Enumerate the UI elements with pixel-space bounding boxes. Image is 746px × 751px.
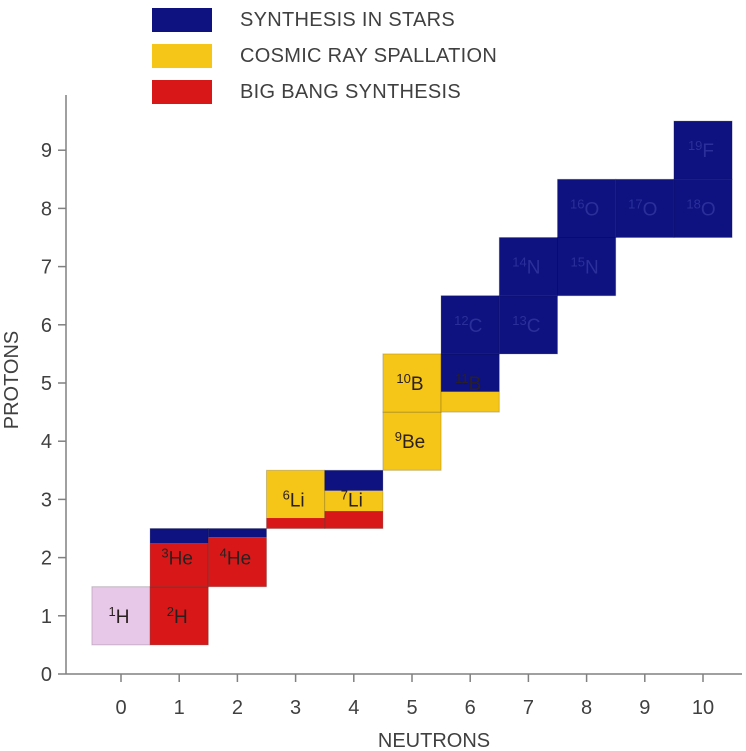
nuclide-cell-17o: 17O xyxy=(615,178,675,239)
cell-label: 17O xyxy=(628,196,657,220)
cell-label: 3He xyxy=(161,546,193,570)
legend-swatch-spallation xyxy=(152,44,212,68)
cell-label: 1H xyxy=(109,604,130,628)
y-tick-label: 9 xyxy=(41,140,52,162)
nuclide-cell-16o: 16O xyxy=(557,178,617,239)
y-tick-label: 4 xyxy=(41,431,52,453)
legend-label-spallation: COSMIC RAY SPALLATION xyxy=(240,45,498,67)
cell-label: 15N xyxy=(570,255,598,279)
cell-label: 18O xyxy=(686,196,715,220)
nuclide-cell-6li: 6Li xyxy=(266,469,326,529)
cell-band-spallation xyxy=(382,353,442,413)
cells-layer: 1H 2H 3He 4He 6Li 7Li 9Be 10B 11B 12C 13C 14N 15N 16O… xyxy=(91,120,733,646)
cell-label: 13C xyxy=(512,313,540,337)
nuclide-cell-7li: 7Li xyxy=(324,469,384,529)
legend-swatch-stars xyxy=(152,8,212,32)
cell-label: 12C xyxy=(454,313,482,337)
cell-band-bigbang xyxy=(208,537,267,587)
cell-band-stars xyxy=(499,237,558,296)
cell-label: 2H xyxy=(167,604,188,628)
cell-band-bigbang xyxy=(150,586,209,645)
legend-label-stars: SYNTHESIS IN STARS xyxy=(240,9,456,31)
cell-band-stars xyxy=(208,528,267,538)
nuclide-cell-1h: 1H xyxy=(91,586,151,646)
cell-label: 7Li xyxy=(341,487,363,511)
y-tick-label: 1 xyxy=(41,606,52,628)
x-tick-label: 0 xyxy=(115,697,126,719)
cell-border xyxy=(673,120,733,180)
cell-label: 10B xyxy=(396,371,423,395)
legend-item-bigbang: BIG BANG SYNTHESIS xyxy=(152,80,572,106)
nuclide-cell-18o: 18O xyxy=(673,178,733,239)
cell-label: 14N xyxy=(512,255,540,279)
nuclide-cell-10b: 10B xyxy=(382,353,442,413)
cell-band-spallation xyxy=(266,470,325,519)
cell-band-bigbang xyxy=(150,543,209,587)
x-tick-label: 1 xyxy=(174,697,185,719)
cell-band-stars xyxy=(441,353,500,392)
x-tick-label: 7 xyxy=(523,697,534,719)
cell-border xyxy=(207,528,268,588)
y-axis-label: PROTONS xyxy=(1,331,23,430)
nuclide-cell-4he: 4He xyxy=(207,528,268,588)
nuclide-cell-14n: 14N xyxy=(498,237,558,297)
legend-label-bigbang: BIG BANG SYNTHESIS xyxy=(240,81,462,103)
nuclide-cell-9be: 9Be xyxy=(382,411,442,471)
cell-label: 9Be xyxy=(395,429,425,453)
nuclide-cell-2h: 2H xyxy=(149,586,209,646)
cell-band-bigbang xyxy=(324,511,383,529)
legend-item-spallation: COSMIC RAY SPALLATION xyxy=(152,44,572,70)
nuclide-cell-12c: 12C xyxy=(440,295,500,355)
cell-label: 11B xyxy=(455,371,481,395)
cell-band-stars xyxy=(673,179,733,238)
cell-band-spallation xyxy=(441,391,500,413)
cell-band-bigbang xyxy=(266,518,325,529)
cell-label: 6Li xyxy=(283,487,305,511)
cell-band-stars xyxy=(557,179,616,238)
x-tick-label: 4 xyxy=(348,697,359,719)
y-tick-label: 5 xyxy=(41,373,52,395)
cell-band-spallation xyxy=(382,412,442,471)
x-tick-label: 6 xyxy=(465,697,476,719)
x-tick-label: 3 xyxy=(290,697,301,719)
cell-band-stars xyxy=(324,470,383,491)
cell-band-stars xyxy=(499,295,558,354)
x-tick-label: 5 xyxy=(406,697,417,719)
cell-band-stars xyxy=(441,295,500,354)
nuclide-cell-3he: 3He xyxy=(149,528,209,588)
y-tick-label: 3 xyxy=(41,489,52,511)
nuclide-cell-13c: 13C xyxy=(498,295,558,355)
nuclide-cell-19f: 19F xyxy=(673,120,733,180)
cell-band-stars xyxy=(150,528,209,544)
x-tick-label: 8 xyxy=(581,697,592,719)
cell-band-stars xyxy=(557,237,616,296)
cell-label: 16O xyxy=(570,196,599,220)
cell-label: 4He xyxy=(220,546,252,570)
cell-border xyxy=(324,469,384,529)
cell-band-stars xyxy=(615,179,674,238)
cell-band-hydrogen xyxy=(91,586,151,645)
y-tick-label: 8 xyxy=(41,198,52,220)
nuclide-cell-15n: 15N xyxy=(557,237,617,297)
x-tick-label: 9 xyxy=(639,697,650,719)
y-tick-label: 7 xyxy=(41,257,52,279)
y-tick-label: 6 xyxy=(41,315,52,337)
cell-band-stars xyxy=(673,121,733,180)
y-tick-label: 0 xyxy=(41,664,52,686)
x-tick-label: 10 xyxy=(692,697,714,719)
cell-band-spallation xyxy=(324,490,383,512)
legend-swatch-bigbang xyxy=(152,80,212,104)
x-tick-label: 2 xyxy=(232,697,243,719)
legend-item-stars: SYNTHESIS IN STARS xyxy=(152,8,572,34)
x-axis-label: NEUTRONS xyxy=(378,730,490,751)
nuclide-cell-11b: 11B xyxy=(440,353,500,413)
y-tick-label: 2 xyxy=(41,548,52,570)
axes-layer: 0 1 2 3 4 5 6 7 8 9 0 1 2 3 4 5 6 7 8 9 10 xyxy=(41,95,742,719)
cell-label: 19F xyxy=(688,138,714,162)
